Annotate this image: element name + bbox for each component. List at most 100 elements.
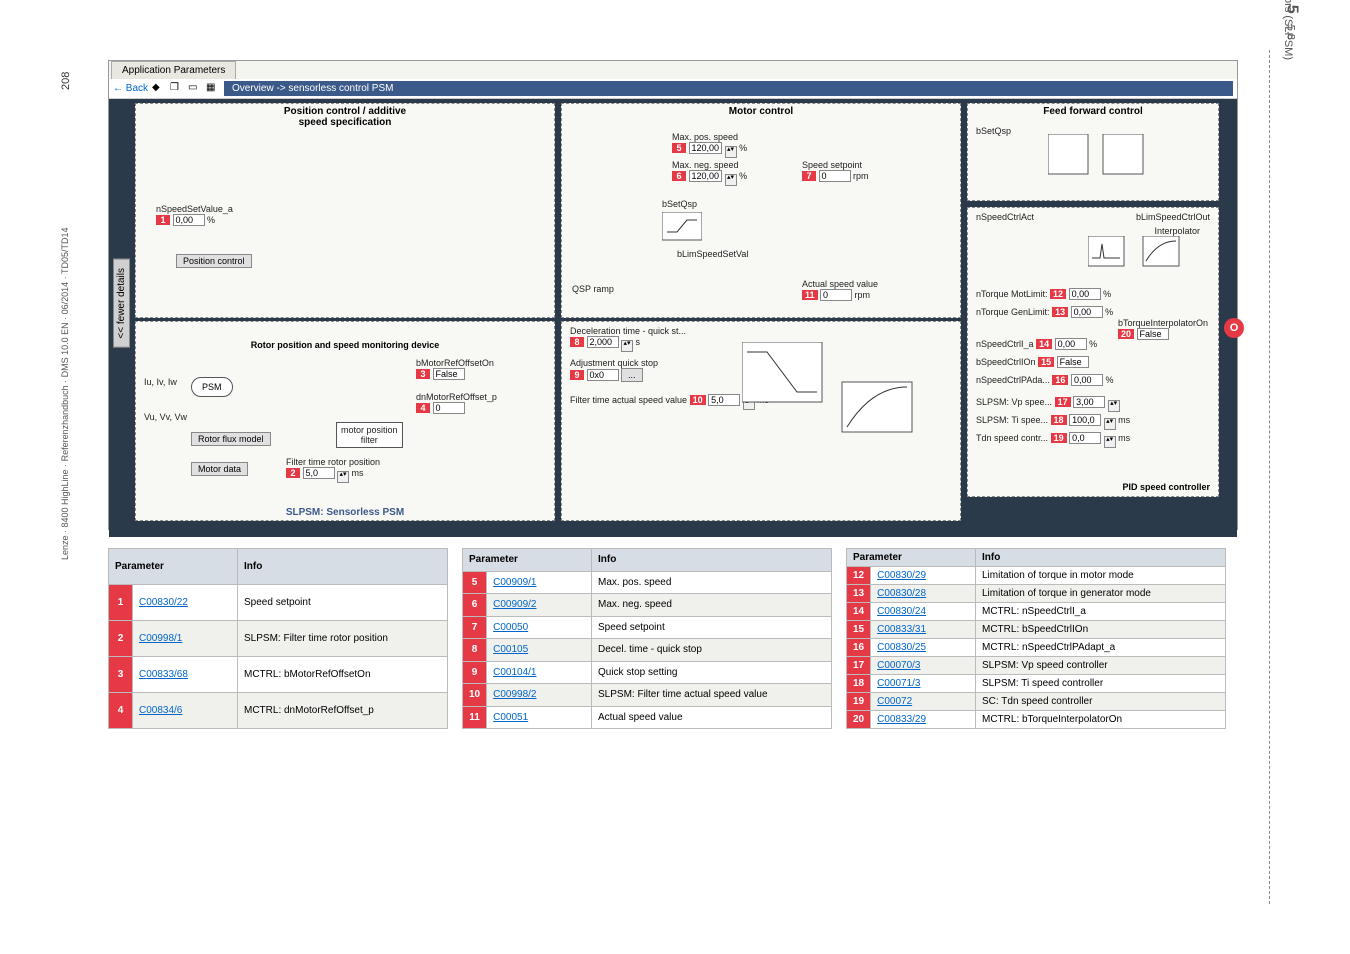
position-control-button[interactable]: Position control [176,254,252,268]
param-link[interactable]: C00830/24 [871,603,976,621]
label: Max. neg. speed [672,160,747,170]
panel-qsp: Deceleration time - quick st... 8 2,000 … [561,321,961,521]
tag-1: 1 [156,215,170,225]
label: nSpeedSetValue_a [156,204,233,214]
tag-9: 9 [570,370,584,380]
th: Parameter [847,549,976,567]
param-link[interactable]: C00072 [871,693,976,711]
value-box[interactable]: 120,00 [689,170,723,182]
panel-title: Position control / additive speed specif… [136,104,554,130]
param-link[interactable]: C00830/28 [871,585,976,603]
value-box[interactable]: False [1057,356,1089,368]
label: nSpeedCtrlAct [976,212,1034,222]
param-link[interactable]: C00071/3 [871,675,976,693]
value-box[interactable]: 0,00 [1055,338,1087,350]
tag-11: 11 [802,290,818,300]
table-1: ParameterInfo 1C00830/22Speed setpoint2C… [108,548,448,729]
view-icon[interactable]: ▭ [188,82,202,96]
value-box[interactable]: 5,0 [303,467,335,479]
row-num: 10 [463,684,487,707]
nav-icon[interactable]: ◆ [152,82,166,96]
row-num: 16 [847,639,871,657]
param-link[interactable]: C00998/1 [133,621,238,657]
value-box[interactable]: 0x0 [587,369,619,381]
param-link[interactable]: C00998/2 [487,684,592,707]
spinner[interactable]: ▴▾ [1108,400,1120,412]
value-box[interactable]: False [1137,328,1169,340]
param-info: Max. pos. speed [592,571,832,594]
param-link[interactable]: C00830/25 [871,639,976,657]
value-box[interactable]: 0 [433,402,465,414]
tag-16: 16 [1052,375,1068,385]
th: Info [238,549,448,585]
rotor-flux-button[interactable]: Rotor flux model [191,432,271,446]
value-box[interactable]: 100,0 [1069,414,1101,426]
param-link[interactable]: C00104/1 [487,661,592,684]
row-num: 7 [463,616,487,639]
fewer-details-button[interactable]: << fewer details [113,259,130,348]
value-box[interactable]: 2,000 [587,336,619,348]
param-link[interactable]: C00070/3 [871,657,976,675]
param-link[interactable]: C00833/31 [871,621,976,639]
value-box[interactable]: False [433,368,465,380]
spinner[interactable]: ▴▾ [1104,418,1116,430]
spinner[interactable]: ▴▾ [725,174,737,186]
value-box[interactable]: 0,00 [1071,306,1103,318]
param-link[interactable]: C00909/1 [487,571,592,594]
value-box[interactable]: 0,0 [1069,432,1101,444]
label: Adjustment quick stop [570,358,658,368]
param-info: SLPSM: Ti speed controller [976,675,1226,693]
row-num: 8 [463,639,487,662]
spinner[interactable]: ▴▾ [1104,436,1116,448]
param-link[interactable]: C00833/68 [133,657,238,693]
value-box[interactable]: 0,00 [1071,374,1103,386]
param-link[interactable]: C00834/6 [133,693,238,729]
section-title: Sensorless control for synchronous motor… [1282,0,1294,60]
param-link[interactable]: C00909/2 [487,594,592,617]
value-box[interactable]: 3,00 [1073,396,1105,408]
dropdown-button[interactable]: ... [621,368,643,382]
spinner[interactable]: ▴▾ [337,471,349,483]
param-link[interactable]: C00830/29 [871,567,976,585]
panel-title: Rotor position and speed monitoring devi… [136,322,554,350]
value-box[interactable]: 5,0 [708,394,740,406]
spinner[interactable]: ▴▾ [621,340,633,352]
label: Filter time actual speed value [570,395,687,405]
param-info: Speed setpoint [592,616,832,639]
value-box[interactable]: 0 [820,289,852,301]
value-box[interactable]: 0,00 [173,214,205,226]
param-info: Quick stop setting [592,661,832,684]
tag-15: 15 [1038,357,1054,367]
value-box[interactable]: 0 [819,170,851,182]
panel-feedforward: Feed forward control bSetQsp [967,103,1219,201]
value-box[interactable]: 0,00 [1069,288,1101,300]
row-num: 3 [109,657,133,693]
param-link[interactable]: C00830/22 [133,585,238,621]
param-info: Limitation of torque in motor mode [976,567,1226,585]
param-info: SLPSM: Filter time rotor position [238,621,448,657]
tag-13: 13 [1052,307,1068,317]
table-2: ParameterInfo 5C00909/1Max. pos. speed6C… [462,548,832,729]
app-tab[interactable]: Application Parameters [111,61,236,79]
label: nTorque GenLimit: [976,307,1050,317]
param-info: SLPSM: Filter time actual speed value [592,684,832,707]
row-num: 14 [847,603,871,621]
motor-data-button[interactable]: Motor data [191,462,248,476]
panel-title: Feed forward control [968,104,1218,119]
param-info: Limitation of torque in generator mode [976,585,1226,603]
param-link[interactable]: C00051 [487,706,592,729]
param-link[interactable]: C00105 [487,639,592,662]
copy-icon[interactable]: ❐ [170,82,184,96]
th: Parameter [109,549,238,585]
limit-icon [662,212,702,242]
grid-icon[interactable]: ▦ [206,82,220,96]
param-info: MCTRL: dnMotorRefOffset_p [238,693,448,729]
param-link[interactable]: C00833/29 [871,711,976,729]
tag-7: 7 [802,171,816,181]
param-info: SLPSM: Vp speed controller [976,657,1226,675]
value-box[interactable]: 120,00 [689,142,723,154]
tag-10: 10 [690,395,706,405]
back-link[interactable]: ← Back [113,83,148,94]
param-link[interactable]: C00050 [487,616,592,639]
spinner[interactable]: ▴▾ [725,146,737,158]
